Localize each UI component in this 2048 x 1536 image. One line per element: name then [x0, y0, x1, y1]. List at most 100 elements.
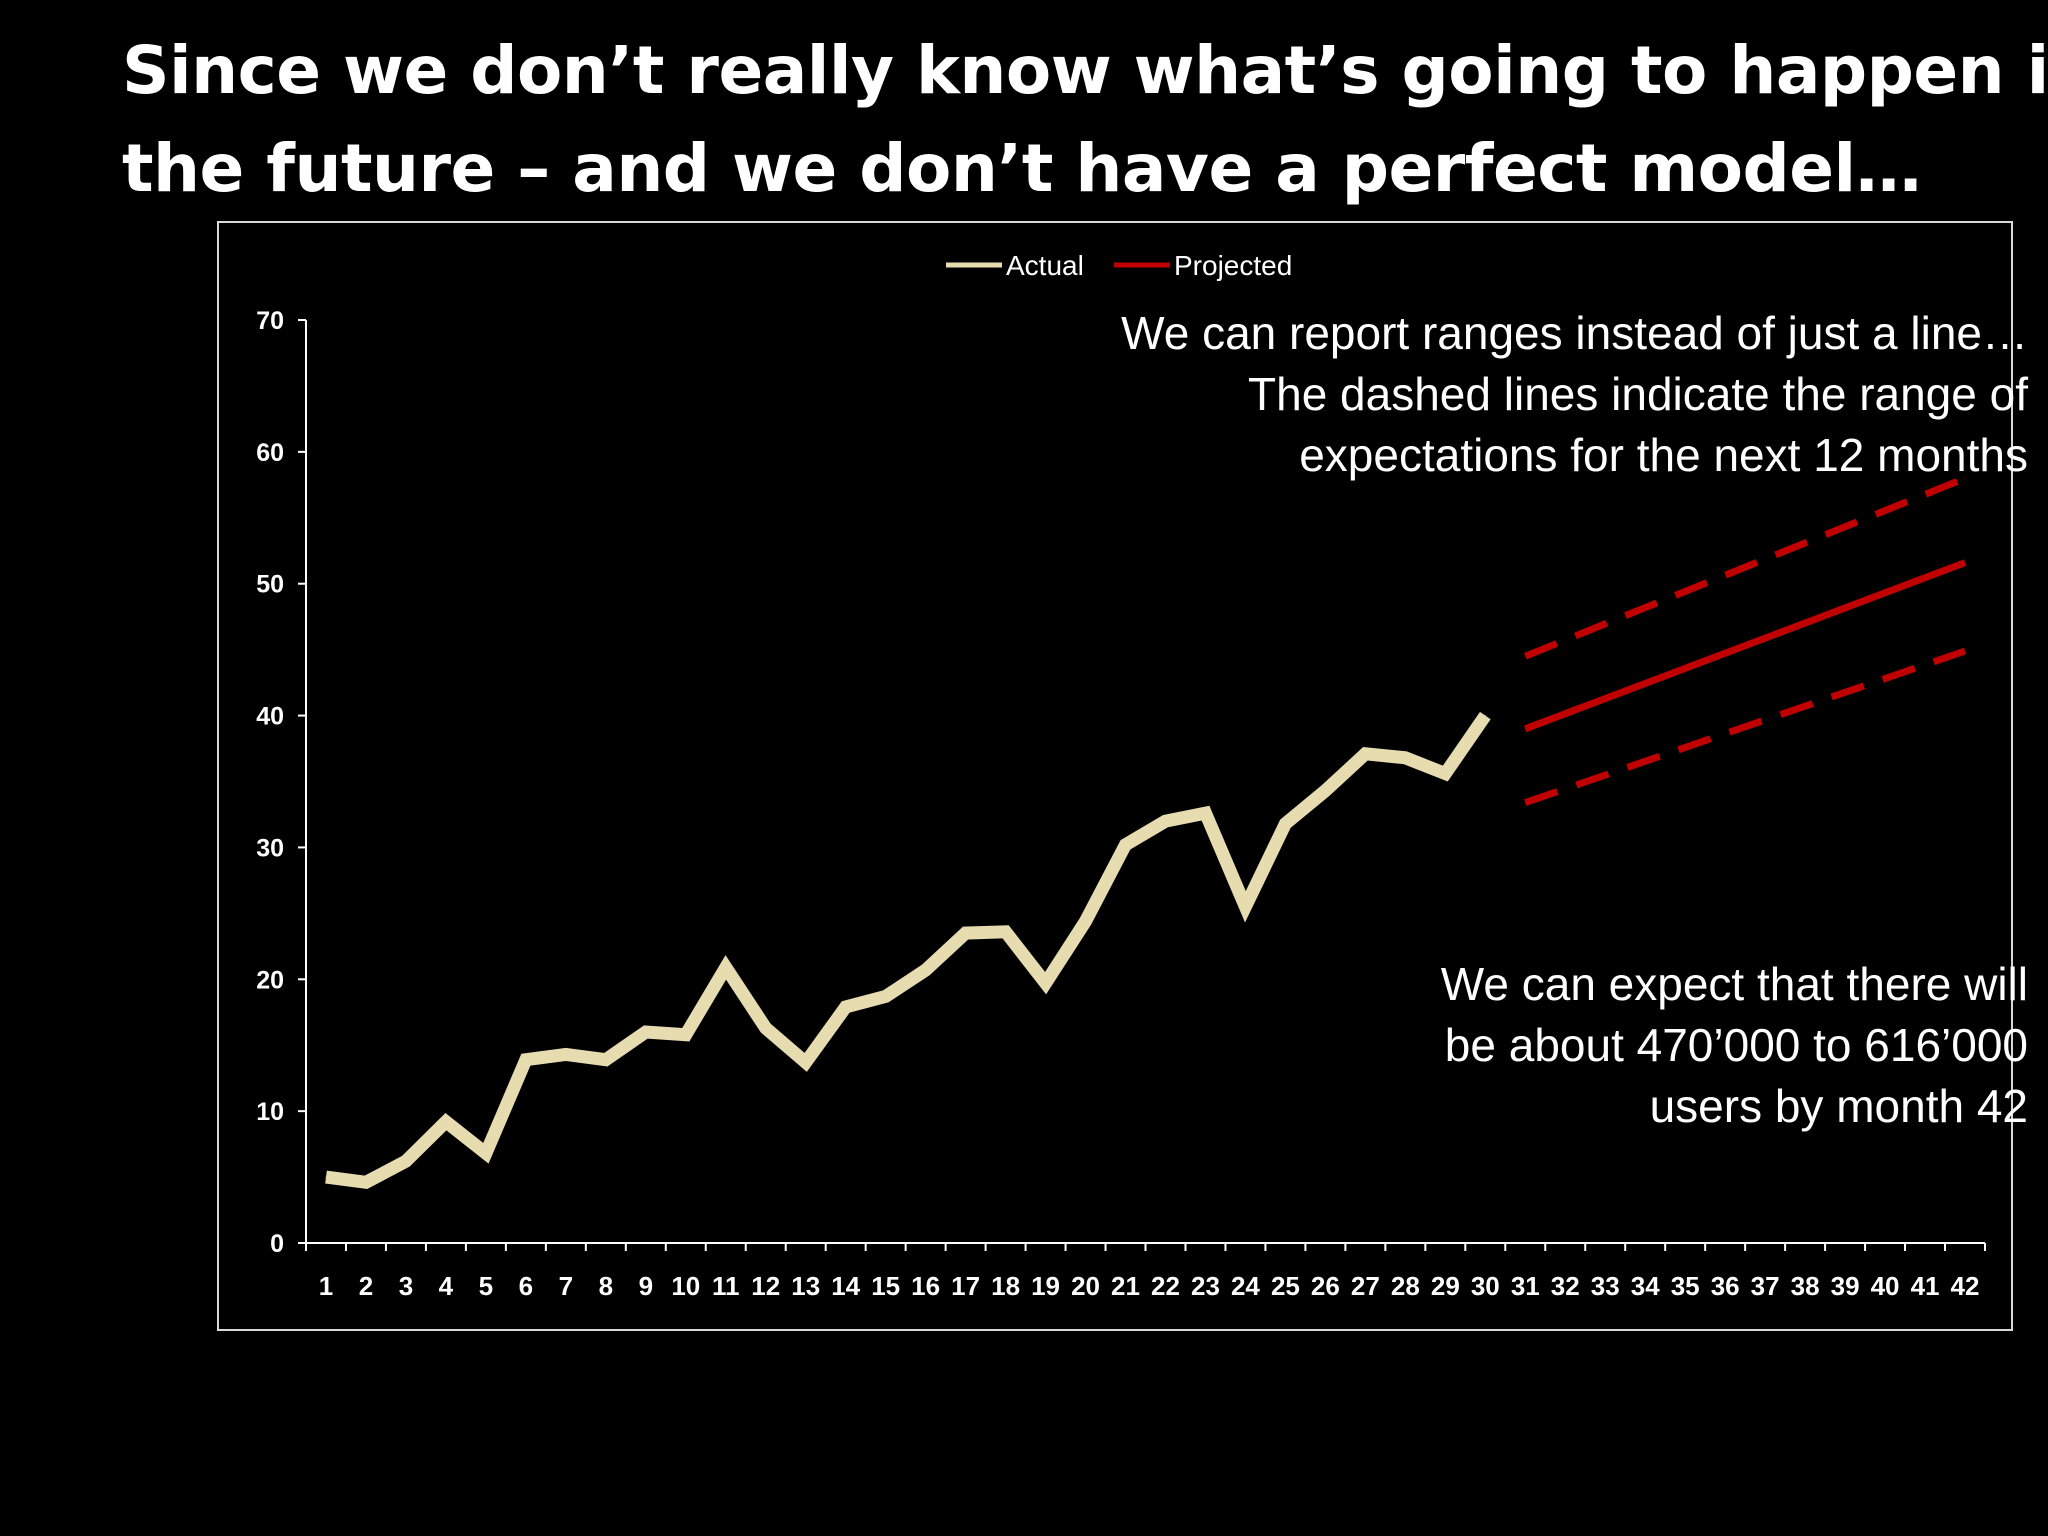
x-tick-label: 31 [1511, 1271, 1540, 1301]
forecast-note-line-2: be about 470’000 to 616’000 [1444, 1019, 2028, 1071]
data-point [805, 1061, 807, 1063]
x-tick-label: 39 [1831, 1271, 1860, 1301]
x-tick-label: 19 [1031, 1271, 1060, 1301]
data-point [1964, 562, 1966, 564]
x-tick-label: 8 [599, 1271, 613, 1301]
x-tick-label: 17 [951, 1271, 980, 1301]
y-tick-label: 10 [256, 1098, 284, 1126]
chart-frame: 0 10 20 30 40 50 60 70 1 2 3 4 5 6 7 8 9 10 11 12 13 14 15 16 17… [217, 221, 2013, 1331]
slide-title-line-1: Since we don’t really know what’s going … [122, 32, 2048, 109]
x-tick-label: 34 [1631, 1271, 1660, 1301]
data-point [445, 1121, 447, 1123]
x-tick-label: 13 [791, 1271, 820, 1301]
x-tick-label: 23 [1191, 1271, 1220, 1301]
data-point [885, 995, 887, 997]
x-tick-label: 6 [519, 1271, 533, 1301]
data-point [565, 1053, 567, 1055]
forecast-note: We can expect that there will be about 4… [928, 954, 2028, 1137]
x-tick-label: 25 [1271, 1271, 1300, 1301]
x-tick-label: 28 [1391, 1271, 1420, 1301]
data-point [1524, 802, 1526, 804]
slide-title: Since we don’t really know what’s going … [122, 22, 2048, 218]
x-tick-label: 42 [1951, 1271, 1980, 1301]
data-point [325, 1176, 327, 1178]
y-tick-label: 60 [256, 439, 284, 467]
series-line-actual [325, 711, 1491, 1190]
x-tick-label: 36 [1711, 1271, 1740, 1301]
x-tick-label: 14 [831, 1271, 860, 1301]
data-point [925, 969, 927, 971]
data-point [1364, 753, 1366, 755]
x-tick-label: 27 [1351, 1271, 1380, 1301]
data-point [1524, 655, 1526, 657]
x-tick-label: 20 [1071, 1271, 1100, 1301]
x-tick-label: 11 [712, 1271, 740, 1301]
x-tick-label: 21 [1111, 1271, 1140, 1301]
legend-label: Projected [1174, 250, 1292, 281]
x-tick-label: 33 [1591, 1271, 1620, 1301]
data-point [645, 1031, 647, 1033]
series-line-projected-range [1524, 647, 1967, 806]
x-tick-label: 26 [1311, 1271, 1340, 1301]
range-note-line-2: The dashed lines indicate the range of [1248, 368, 2028, 420]
y-tick-label: 50 [256, 571, 284, 599]
x-tick-label: 37 [1751, 1271, 1780, 1301]
y-tick-label: 40 [256, 703, 284, 731]
x-tick-label: 16 [911, 1271, 940, 1301]
data-point [1964, 477, 1966, 479]
x-tick-label: 1 [319, 1271, 333, 1301]
range-note-line-3: expectations for the next 12 months [1299, 429, 2028, 481]
x-tick-label: 9 [639, 1271, 653, 1301]
x-tick-label: 29 [1431, 1271, 1460, 1301]
data-point [1205, 812, 1206, 814]
x-tick-label: 22 [1151, 1271, 1180, 1301]
data-point [605, 1059, 607, 1061]
data-point [725, 966, 727, 968]
x-tick-label: 2 [359, 1271, 373, 1301]
x-tick-label: 35 [1671, 1271, 1700, 1301]
slide-title-line-2: the future – and we don’t have a perfect… [122, 130, 1922, 207]
x-tick-label: 30 [1471, 1271, 1500, 1301]
data-point [1005, 931, 1007, 933]
data-point [1324, 790, 1326, 792]
x-tick-label: 15 [871, 1271, 900, 1301]
data-point [765, 1027, 767, 1029]
data-point [1524, 728, 1526, 730]
data-point [685, 1034, 687, 1036]
x-tick-label: 5 [479, 1271, 493, 1301]
forecast-note-line-1: We can expect that there will [1440, 958, 2028, 1010]
x-tick-label: 12 [751, 1271, 780, 1301]
data-point [965, 932, 967, 934]
data-point [1964, 650, 1966, 652]
range-note-line-1: We can report ranges instead of just a l… [1121, 307, 2028, 359]
data-point [365, 1181, 367, 1183]
y-tick-label: 30 [256, 834, 284, 862]
forecast-note-line-3: users by month 42 [1649, 1080, 2028, 1132]
x-tick-label: 32 [1551, 1271, 1580, 1301]
chart-series [325, 474, 1967, 1190]
x-tick-label: 24 [1231, 1271, 1260, 1301]
chart-legend: Actual Projected [946, 250, 1292, 281]
legend-label: Actual [1006, 250, 1084, 281]
x-tick-label: 18 [991, 1271, 1020, 1301]
y-tick-label: 0 [270, 1230, 284, 1258]
data-point [1045, 982, 1047, 984]
data-point [1444, 773, 1446, 775]
y-tick-label: 20 [256, 966, 284, 994]
data-point [1404, 757, 1406, 759]
x-tick-label: 38 [1791, 1271, 1820, 1301]
data-point [485, 1152, 487, 1154]
data-point [1125, 844, 1126, 846]
data-point [525, 1059, 527, 1061]
x-tick-label: 4 [439, 1271, 454, 1301]
data-point [1244, 906, 1246, 908]
y-tick-label: 70 [256, 307, 284, 335]
series-line-projected [1524, 559, 1967, 733]
data-point [845, 1006, 847, 1008]
x-tick-label: 10 [671, 1271, 700, 1301]
x-tick-label: 41 [1911, 1271, 1940, 1301]
x-tick-label: 7 [559, 1271, 573, 1301]
data-point [1085, 920, 1086, 922]
